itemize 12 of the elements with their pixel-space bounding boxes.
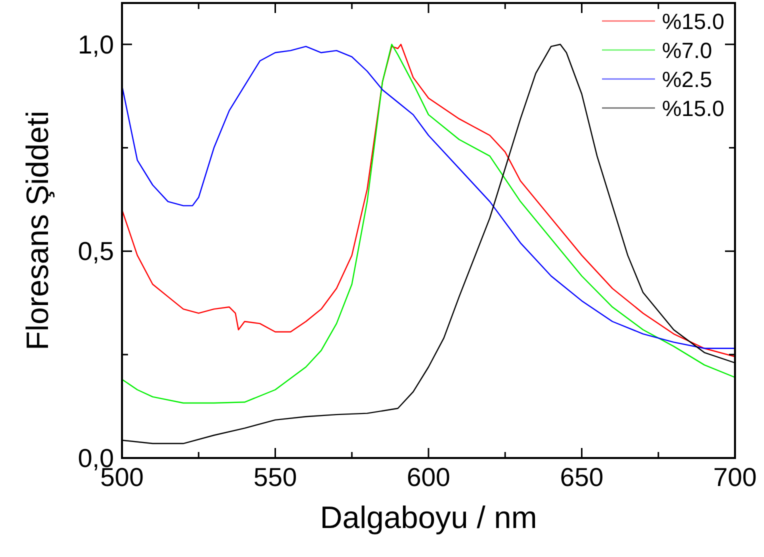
legend-label: %7.0: [662, 38, 712, 63]
y-tick-label: 0,5: [78, 236, 114, 266]
legend-label: %15.0: [662, 9, 724, 34]
x-tick-label: 550: [254, 462, 297, 492]
x-tick-label: 700: [713, 462, 757, 492]
legend-label: %2.5: [662, 67, 712, 92]
y-tick-label: 1,0: [78, 29, 114, 60]
x-tick-label: 650: [560, 462, 604, 492]
x-tick-label: 600: [406, 462, 450, 492]
legend-label: %15.0: [662, 96, 724, 121]
y-axis-title: Floresans Şiddeti: [20, 110, 55, 350]
x-axis-title: Dalgaboyu / nm: [320, 500, 538, 535]
